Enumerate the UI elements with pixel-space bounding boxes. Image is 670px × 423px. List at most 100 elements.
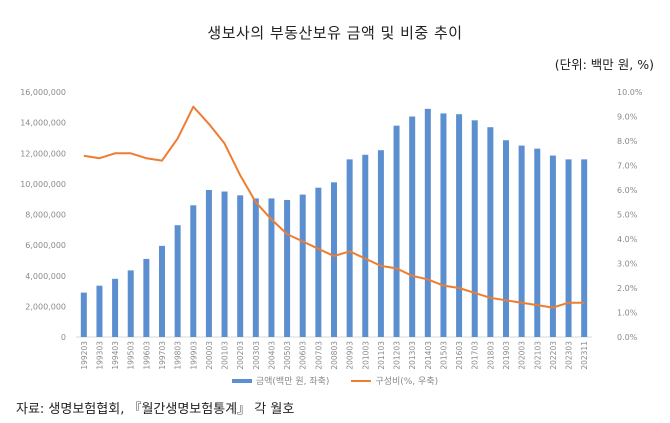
- left-axis: 0 2,000,000 4,000,000 6,000,000 8,000,000 10,…: [20, 88, 66, 342]
- bar-200803: [331, 182, 337, 337]
- left-tick-label: 10,000,000: [20, 180, 66, 189]
- legend-item-amount: 금액(백만 원, 좌축): [231, 374, 330, 387]
- bar-199903: [190, 205, 197, 337]
- x-tick-label: 201003: [361, 341, 370, 370]
- x-tick-label: 202103: [533, 341, 542, 370]
- legend-bar-label: 금액(백만 원, 좌축): [255, 377, 330, 387]
- bar-201903: [503, 140, 509, 337]
- right-tick-label: 4.0%: [617, 235, 638, 244]
- bar-200903: [346, 159, 353, 337]
- x-tick-label: 201903: [502, 341, 511, 370]
- bar-200003: [205, 190, 212, 337]
- x-tick-label: 201603: [455, 341, 464, 370]
- bar-199503: [127, 270, 134, 337]
- legend: 금액(백만 원, 좌축) 구성비(%, 우축): [0, 374, 670, 387]
- right-tick-label: 10.0%: [617, 88, 643, 97]
- x-tick-label: 202203: [549, 341, 558, 370]
- x-tick-label: 199303: [95, 341, 104, 370]
- right-tick-label: 7.0%: [617, 162, 638, 171]
- bar-202303: [565, 159, 572, 337]
- x-axis: 199203 199303 199403 199503 199603 199703 1998…: [80, 341, 589, 370]
- bar-201503: [440, 113, 447, 337]
- right-tick-label: 1.0%: [617, 309, 638, 318]
- x-tick-label: 199703: [158, 341, 167, 370]
- bar-199803: [174, 225, 181, 337]
- x-tick-label: 200903: [346, 341, 355, 370]
- x-tick-label: 200203: [236, 341, 245, 370]
- x-tick-label: 201503: [439, 341, 448, 370]
- x-tick-label: 200603: [299, 341, 308, 370]
- left-tick-label: 2,000,000: [25, 302, 66, 311]
- right-tick-label: 3.0%: [617, 260, 638, 269]
- bar-202311: [581, 159, 588, 337]
- bar-200503: [284, 199, 291, 337]
- right-tick-label: 6.0%: [617, 186, 638, 195]
- bar-series: [80, 108, 588, 337]
- unit-label: (단위: 백만 원, %): [554, 57, 654, 72]
- share-line: [83, 105, 585, 309]
- bar-201303: [409, 116, 416, 337]
- x-tick-label: 200803: [330, 341, 339, 370]
- bar-199203: [80, 292, 87, 337]
- x-tick-label: 200703: [314, 341, 323, 370]
- x-tick-label: 201303: [408, 341, 417, 370]
- legend-line-label: 구성비(%, 우축): [375, 377, 439, 387]
- bar-201803: [487, 127, 494, 337]
- left-tick-label: 16,000,000: [20, 88, 66, 97]
- bar-199403: [112, 278, 119, 337]
- right-tick-label: 0.0%: [617, 333, 638, 342]
- x-tick-label: 202303: [565, 341, 574, 370]
- bar-200603: [299, 194, 306, 337]
- left-tick-label: 6,000,000: [25, 241, 66, 250]
- bar-199603: [143, 258, 150, 337]
- right-tick-label: 2.0%: [617, 284, 638, 293]
- x-tick-label: 200403: [267, 341, 276, 370]
- x-tick-label: 199803: [174, 341, 183, 370]
- x-tick-label: 200103: [221, 341, 230, 370]
- left-tick-label: 14,000,000: [20, 119, 66, 128]
- x-tick-label: 201103: [377, 341, 386, 370]
- right-tick-label: 9.0%: [617, 113, 638, 122]
- x-tick-label: 199503: [127, 341, 136, 370]
- bar-200403: [268, 198, 275, 337]
- x-tick-label: 201403: [424, 341, 433, 370]
- x-tick-label: 200503: [283, 341, 292, 370]
- bar-201703: [471, 120, 478, 337]
- source-note: 자료: 생명보험협회, 『월간생명보험통계』 각 월호: [16, 402, 295, 417]
- left-tick-label: 12,000,000: [20, 149, 66, 158]
- bar-201203: [393, 125, 400, 337]
- x-tick-label: 202311: [580, 341, 589, 370]
- bar-201003: [362, 154, 369, 337]
- x-tick-label: 199203: [80, 341, 89, 370]
- bar-199303: [96, 285, 103, 337]
- x-tick-label: 201803: [486, 341, 495, 370]
- right-tick-label: 5.0%: [617, 211, 638, 220]
- bar-202003: [518, 145, 525, 337]
- left-tick-label: 4,000,000: [25, 272, 66, 281]
- x-tick-label: 200003: [205, 341, 214, 370]
- bar-202203: [549, 155, 556, 337]
- chart-title: 생보사의 부동산보유 금액 및 비중 추이: [207, 24, 463, 42]
- x-tick-label: 199603: [142, 341, 151, 370]
- right-axis: 0.0% 1.0% 2.0% 3.0% 4.0% 5.0% 6.0% 7.0% 8.0% 9.0%…: [617, 88, 643, 342]
- x-tick-label: 199403: [111, 341, 120, 370]
- legend-line-swatch: [351, 379, 372, 382]
- x-tick-label: 202003: [518, 341, 527, 370]
- left-tick-label: 0: [61, 333, 66, 342]
- x-tick-label: 199903: [189, 341, 198, 370]
- bar-201103: [377, 150, 384, 337]
- line-series: [83, 105, 585, 309]
- bar-201603: [456, 114, 463, 337]
- right-tick-label: 8.0%: [617, 137, 638, 146]
- bar-200703: [315, 187, 322, 337]
- bar-201403: [424, 108, 431, 337]
- legend-bar-swatch: [231, 378, 252, 383]
- x-tick-label: 201703: [471, 341, 480, 370]
- legend-item-share: 구성비(%, 우축): [351, 374, 438, 387]
- bar-200303: [252, 198, 259, 337]
- bar-200103: [221, 191, 228, 337]
- x-tick-label: 200303: [252, 341, 261, 370]
- bar-199703: [159, 245, 165, 337]
- left-tick-label: 8,000,000: [25, 211, 66, 220]
- x-tick-label: 201203: [393, 341, 402, 370]
